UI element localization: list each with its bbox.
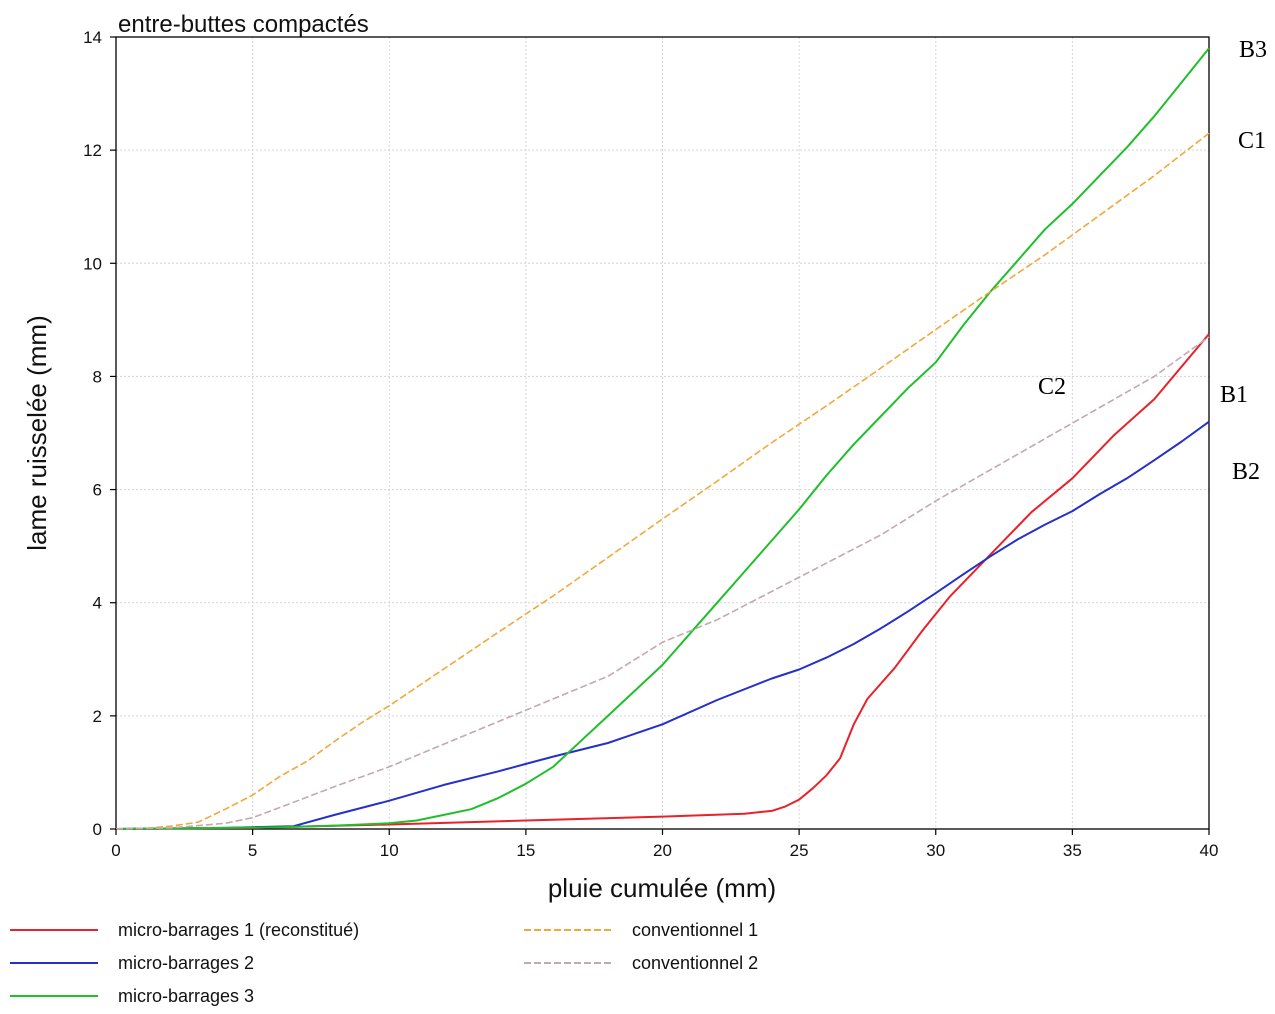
y-tick-label: 12: [83, 141, 102, 160]
tick-labels: 0 5 10 15 20 25 30 35 40 0 2 4 6 8 10 12 14: [83, 28, 1218, 860]
legend-label: micro-barrages 3: [118, 986, 254, 1006]
legend-label: micro-barrages 2: [118, 953, 254, 973]
end-label-c1: C1: [1238, 128, 1266, 154]
end-labels: B1 B2 B3 C1 C2: [1038, 37, 1267, 485]
x-axis-title: pluie cumulée (mm): [548, 873, 776, 903]
y-axis-title: lame ruisselée (mm): [22, 315, 52, 551]
legend-label: conventionnel 2: [632, 953, 758, 973]
y-tick-label: 6: [93, 481, 102, 500]
series-line-c2: [115, 336, 1210, 830]
y-tick-label: 0: [93, 820, 102, 839]
end-label-c2: C2: [1038, 374, 1066, 400]
x-tick-label: 0: [111, 841, 120, 860]
grid: [116, 37, 1209, 829]
series-line-b3: [115, 47, 1210, 830]
y-tick-label: 8: [93, 367, 102, 386]
end-label-b3: B3: [1239, 37, 1267, 63]
end-label-b1: B1: [1220, 382, 1248, 408]
x-tick-label: 5: [248, 841, 257, 860]
series-lines: [115, 47, 1210, 830]
x-tick-label: 20: [653, 841, 672, 860]
series-line-b2: [115, 420, 1210, 830]
series-line-c1: [115, 132, 1210, 830]
legend-label: conventionnel 1: [632, 920, 758, 940]
y-tick-label: 2: [93, 707, 102, 726]
chart-title: entre-buttes compactés: [118, 11, 369, 38]
y-tick-label: 10: [83, 254, 102, 273]
x-tick-label: 30: [926, 841, 945, 860]
x-tick-label: 35: [1063, 841, 1082, 860]
legend-label: micro-barrages 1 (reconstitué): [118, 920, 359, 940]
x-tick-label: 10: [380, 841, 399, 860]
y-tick-label: 14: [83, 28, 102, 47]
x-tick-label: 15: [516, 841, 535, 860]
x-tick-label: 25: [790, 841, 809, 860]
series-line-b1: [115, 333, 1210, 830]
x-tick-label: 40: [1200, 841, 1219, 860]
legend: micro-barrages 1 (reconstitué) micro-barr…: [10, 920, 758, 1006]
end-label-b2: B2: [1232, 459, 1260, 485]
y-tick-label: 4: [93, 594, 102, 613]
